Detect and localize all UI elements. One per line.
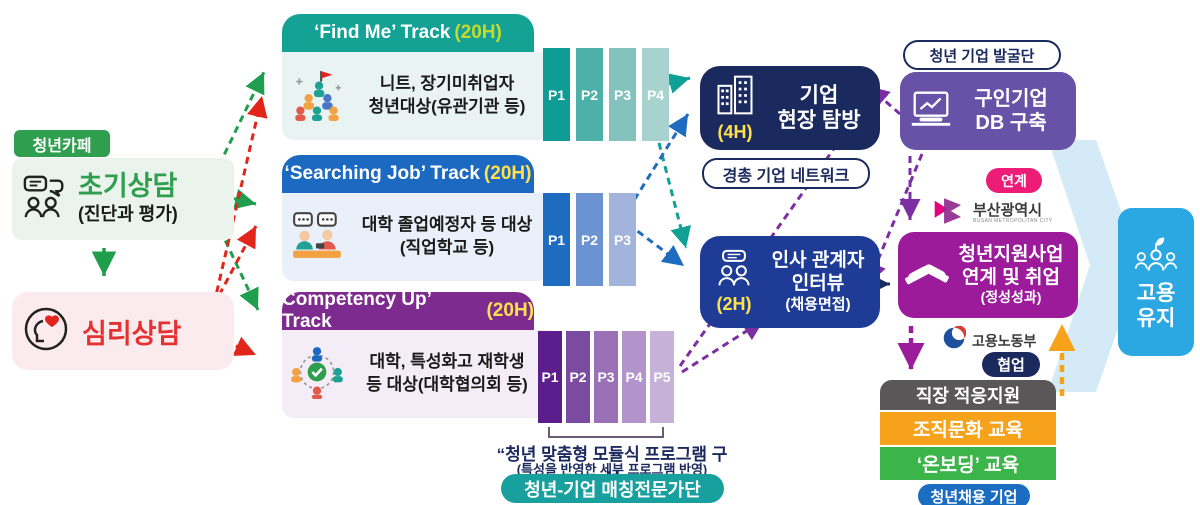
module-competency-p5: P5 xyxy=(650,331,674,423)
track-searching-job-hours: (20H) xyxy=(483,163,532,184)
youth-support-box: 청년지원사업 연계 및 취업 (정성성과) xyxy=(898,232,1078,318)
youth-cafe-badge: 청년카페 xyxy=(14,130,110,157)
module-bracket xyxy=(548,427,664,438)
employment-retention-box: 고용 유지 xyxy=(1118,208,1194,356)
track-competency-header: Competency Up’ Track (20H) xyxy=(282,289,534,332)
track-searching-job-desc-line2: (직업학교 등) xyxy=(399,238,495,257)
hr-interview-box: (2H) 인사 관계자 인터뷰 (채용면접) xyxy=(700,236,880,328)
link-badge: 연계 xyxy=(986,168,1042,193)
track-find-me-header: ‘Find Me’ Track (20H) xyxy=(282,14,534,52)
initial-counseling-title: 초기상담 xyxy=(78,170,178,201)
laptop-chart-icon xyxy=(908,89,954,134)
onboarding-bar: ‘온보딩’ 교육 xyxy=(880,447,1056,480)
company-db-line1: 구인기업 xyxy=(974,88,1048,110)
busan-logo-mark-icon xyxy=(933,196,967,231)
network-badge: 경총 기업 네트워크 xyxy=(702,158,870,189)
retention-line2: 유지 xyxy=(1136,306,1176,330)
counseling-people-icon xyxy=(22,174,68,225)
youth-hiring-label: 청년채용 기업 xyxy=(930,488,1018,505)
moel-logo: 고용노동부 xyxy=(942,325,1037,355)
psych-counseling-title: 심리상담 xyxy=(82,318,182,349)
hr-interview-subtitle: (채용면접) xyxy=(785,295,851,313)
company-db-box: 구인기업 DB 구축 xyxy=(900,72,1076,150)
track-searching-job-body: 대학 졸업예정자 등 대상 (직업학교 등) xyxy=(282,193,550,281)
org-culture-label: 조직문화 교육 xyxy=(912,420,1024,441)
company-visit-title-line2: 현장 탐방 xyxy=(777,109,861,132)
initial-counseling-subtitle: (진단과 평가) xyxy=(78,204,178,225)
psych-counseling-box: 심리상담 xyxy=(12,292,234,370)
track-find-me-hours: (20H) xyxy=(454,22,502,43)
retention-line1: 고용 xyxy=(1136,282,1176,306)
youth-support-line3: (정성성과) xyxy=(980,289,1042,306)
track-competency-desc-line2: 등 대상(대학협의회 등) xyxy=(366,375,528,394)
module-findme-p1: P1 xyxy=(543,48,570,141)
track-competency-hours: (20H) xyxy=(486,300,534,321)
matching-experts-label: 청년-기업 매칭전문가단 xyxy=(524,479,701,500)
module-findme-p3: P3 xyxy=(609,48,636,141)
module-searching-p1: P1 xyxy=(543,193,570,286)
org-culture-bar: 조직문화 교육 xyxy=(880,412,1056,445)
hr-interview-title-line2: 인터뷰 xyxy=(791,273,845,294)
network-badge-label: 경총 기업 네트워크 xyxy=(722,167,850,185)
track-searching-job-desc-line1: 대학 졸업예정자 등 대상 xyxy=(361,215,533,235)
moel-logo-mark-icon xyxy=(942,325,967,355)
mind-heart-icon xyxy=(22,305,70,358)
module-note-line2: (특성을 반영한 세부 프로그램 반영) xyxy=(516,462,708,477)
track-find-me-desc-line2: 청년대상(유관기관 등) xyxy=(368,97,526,116)
buildings-icon xyxy=(713,73,757,122)
module-competency-p4: P4 xyxy=(622,331,646,423)
track-searching-job-title: ‘Searching Job’ Track xyxy=(284,163,480,184)
youth-support-line2: 연계 및 취업 xyxy=(962,266,1060,288)
team-flag-icon xyxy=(290,67,344,126)
youth-hiring-badge: 청년채용 기업 xyxy=(918,484,1030,505)
track-find-me-title: ‘Find Me’ Track xyxy=(314,22,451,43)
busan-city-eng: BUSAN METROPOLITAN CITY xyxy=(973,218,1053,224)
company-db-line2: DB 구축 xyxy=(975,112,1047,134)
busan-city-logo: 부산광역시 BUSAN METROPOLITAN CITY xyxy=(933,196,1053,231)
hr-interview-title-line1: 인사 관계자 xyxy=(771,250,865,272)
module-findme-p2: P2 xyxy=(576,48,603,141)
company-visit-hours: (4H) xyxy=(717,122,753,142)
youth-support-line1: 청년지원사업 xyxy=(958,243,1064,265)
people-growth-icon xyxy=(1134,233,1178,280)
moel-name: 고용노동부 xyxy=(972,332,1037,349)
handshake-icon xyxy=(904,253,950,298)
track-competency-title: Competency Up’ Track xyxy=(282,289,431,332)
youth-cafe-label: 청년카페 xyxy=(32,137,92,155)
module-competency-p3: P3 xyxy=(594,331,618,423)
network-check-icon xyxy=(290,345,344,404)
company-finder-label: 청년 기업 발굴단 xyxy=(929,47,1035,65)
module-competency-p1: P1 xyxy=(538,331,562,423)
module-searching-p2: P2 xyxy=(576,193,603,286)
cooperation-badge-label: 협업 xyxy=(997,357,1025,374)
workplace-adaptation-bar: 직장 적응지원 xyxy=(880,380,1056,410)
track-searching-job-header: ‘Searching Job’ Track (20H) xyxy=(282,155,534,193)
cooperation-badge: 협업 xyxy=(982,352,1040,377)
busan-city-name: 부산광역시 xyxy=(973,202,1043,219)
track-find-me-body: 니트, 장기미취업자 청년대상(유관기관 등) xyxy=(282,52,550,140)
track-competency-body: 대학, 특성화고 재학생 등 대상(대학협의회 등) xyxy=(282,330,550,418)
module-competency-p2: P2 xyxy=(566,331,590,423)
company-finder-badge: 청년 기업 발굴단 xyxy=(903,40,1061,70)
module-findme-p4: P4 xyxy=(642,48,669,141)
hr-people-icon xyxy=(712,249,756,294)
link-badge-label: 연계 xyxy=(1001,172,1027,189)
interview-desk-icon xyxy=(290,208,344,267)
module-searching-p3: P3 xyxy=(609,193,636,286)
hr-interview-hours: (2H) xyxy=(716,294,752,314)
track-competency-desc-line1: 대학, 특성화고 재학생 xyxy=(369,352,525,372)
company-visit-title-line1: 기업 xyxy=(799,83,839,107)
track-find-me-desc-line1: 니트, 장기미취업자 xyxy=(379,74,515,94)
matching-experts-badge: 청년-기업 매칭전문가단 xyxy=(501,474,724,503)
workplace-adaptation-label: 직장 적응지원 xyxy=(915,386,1021,406)
onboarding-label: ‘온보딩’ 교육 xyxy=(916,455,1020,476)
initial-counseling-box: 초기상담 (진단과 평가) xyxy=(12,158,234,240)
company-visit-box: (4H) 기업 현장 탐방 xyxy=(700,66,880,150)
